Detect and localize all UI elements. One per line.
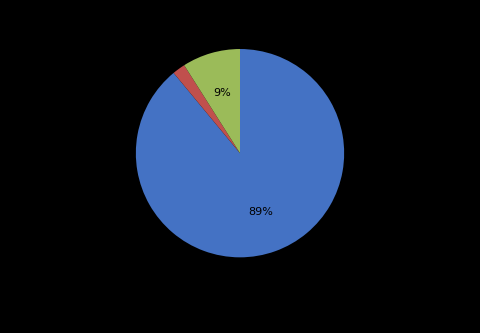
Wedge shape [174,65,240,153]
Wedge shape [136,49,344,257]
Text: 9%: 9% [214,88,231,98]
Wedge shape [184,49,240,153]
Text: 89%: 89% [249,207,274,217]
